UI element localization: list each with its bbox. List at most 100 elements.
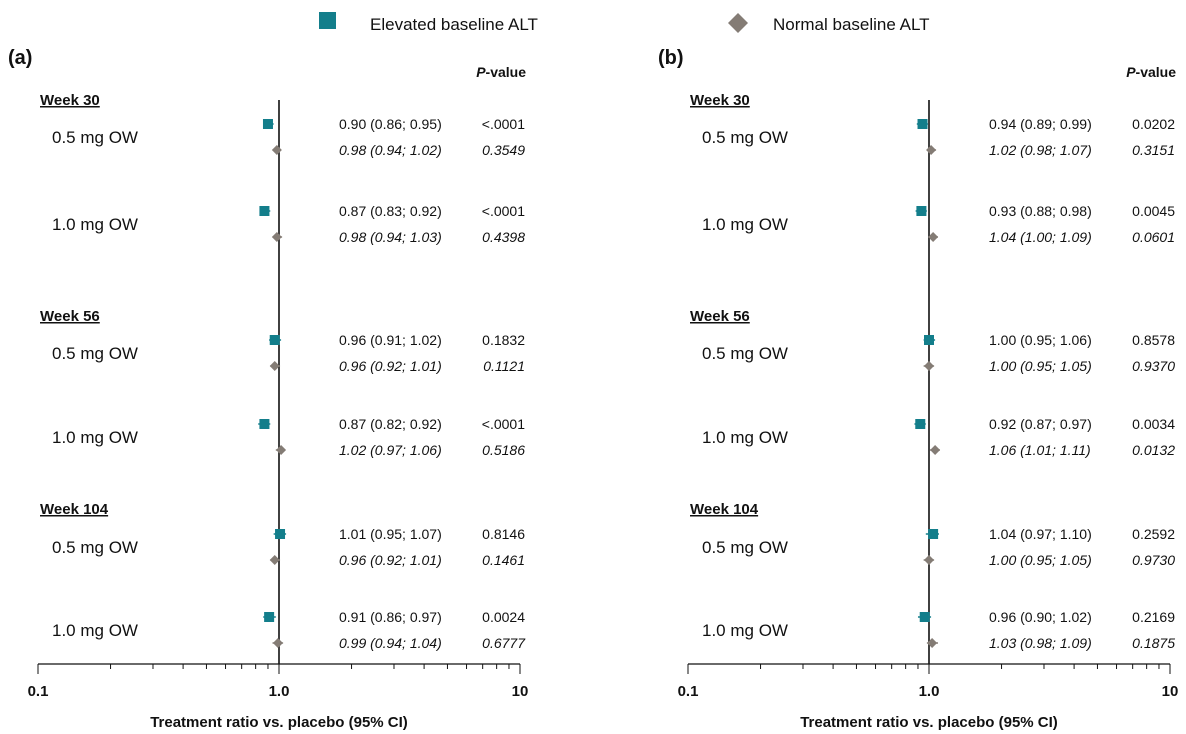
week-heading: Week 104 [690, 501, 759, 518]
ci-text-elevated: 0.87 (0.82; 0.92) [339, 416, 442, 432]
legend-label-elevated: Elevated baseline ALT [370, 15, 538, 34]
marker-elevated [924, 335, 934, 345]
p-value-normal: 0.4398 [482, 229, 525, 245]
dose-label: 0.5 mg OW [702, 538, 788, 557]
dose-label: 0.5 mg OW [702, 344, 788, 363]
p-value-normal: 0.1875 [1132, 635, 1175, 651]
ci-text-elevated: 0.87 (0.83; 0.92) [339, 203, 442, 219]
dose-label: 0.5 mg OW [52, 344, 138, 363]
ci-text-elevated: 1.04 (0.97; 1.10) [989, 526, 1092, 542]
marker-normal [930, 445, 941, 455]
week-heading: Week 30 [40, 92, 100, 109]
marker-elevated [928, 529, 939, 539]
ci-text-elevated: 0.93 (0.88; 0.98) [989, 203, 1092, 219]
x-tick-label: 1.0 [269, 683, 290, 700]
marker-normal [924, 555, 934, 565]
p-value-elevated: 0.0034 [1132, 416, 1175, 432]
p-value-normal: 0.0132 [1132, 442, 1175, 458]
marker-normal [272, 638, 283, 648]
x-tick-label: 10 [1162, 683, 1179, 700]
dose-label: 0.5 mg OW [702, 128, 788, 147]
marker-normal [269, 555, 280, 565]
dose-label: 0.5 mg OW [52, 538, 138, 557]
ci-text-normal: 0.99 (0.94; 1.04) [339, 635, 442, 651]
p-value-normal: 0.3151 [1132, 142, 1175, 158]
x-tick-label: 1.0 [919, 683, 940, 700]
ci-text-normal: 0.96 (0.92; 1.01) [339, 552, 442, 568]
ci-text-elevated: 0.94 (0.89; 0.99) [989, 116, 1092, 132]
dose-label: 1.0 mg OW [702, 621, 788, 640]
p-value-normal: 0.1461 [482, 552, 525, 568]
marker-normal [271, 145, 282, 155]
marker-normal [928, 232, 939, 242]
x-axis-title: Treatment ratio vs. placebo (95% CI) [150, 714, 408, 731]
p-value-normal: 0.6777 [482, 635, 526, 651]
legend-diamond-marker-icon [728, 13, 748, 33]
marker-normal [926, 145, 937, 155]
ci-text-elevated: 1.01 (0.95; 1.07) [339, 526, 442, 542]
x-tick-label: 0.1 [28, 683, 49, 700]
marker-normal [276, 445, 287, 455]
legend-label-normal: Normal baseline ALT [773, 15, 930, 34]
pvalue-header-p: P [1126, 64, 1136, 80]
marker-elevated [917, 119, 928, 129]
pvalue-header-suffix: -value [486, 64, 527, 80]
p-value-normal: 0.3549 [482, 142, 525, 158]
marker-elevated [264, 612, 275, 622]
p-value-elevated: <.0001 [482, 116, 525, 132]
p-value-normal: 0.0601 [1132, 229, 1175, 245]
p-value-elevated: 0.8578 [1132, 332, 1175, 348]
dose-label: 1.0 mg OW [52, 215, 138, 234]
p-value-elevated: 0.8146 [482, 526, 525, 542]
p-value-normal: 0.5186 [482, 442, 525, 458]
ci-text-elevated: 0.91 (0.86; 0.97) [339, 609, 442, 625]
ci-text-elevated: 1.00 (0.95; 1.06) [989, 332, 1092, 348]
marker-elevated [259, 206, 270, 216]
legend: Elevated baseline ALT Normal baseline AL… [319, 12, 930, 34]
week-heading: Week 56 [40, 308, 100, 325]
week-heading: Week 56 [690, 308, 750, 325]
p-value-elevated: <.0001 [482, 203, 525, 219]
p-value-elevated: 0.0202 [1132, 116, 1175, 132]
x-axis-title: Treatment ratio vs. placebo (95% CI) [800, 714, 1058, 731]
ci-text-elevated: 0.96 (0.90; 1.02) [989, 609, 1092, 625]
marker-elevated [915, 419, 926, 429]
dose-label: 1.0 mg OW [702, 428, 788, 447]
marker-elevated [275, 529, 286, 539]
marker-elevated [916, 206, 927, 216]
x-tick-label: 0.1 [678, 683, 699, 700]
ci-text-normal: 0.98 (0.94; 1.02) [339, 142, 442, 158]
week-heading: Week 30 [690, 92, 750, 109]
ci-text-normal: 1.06 (1.01; 1.11) [989, 442, 1091, 458]
ci-text-normal: 1.00 (0.95; 1.05) [989, 552, 1092, 568]
week-heading: Week 104 [40, 501, 109, 518]
ci-text-normal: 1.03 (0.98; 1.09) [989, 635, 1092, 651]
pvalue-header: P-value [1126, 64, 1176, 80]
ci-text-elevated: 0.90 (0.86; 0.95) [339, 116, 442, 132]
ci-text-elevated: 0.92 (0.87; 0.97) [989, 416, 1092, 432]
panel-label: (a) [8, 47, 32, 69]
p-value-normal: 0.1121 [483, 358, 525, 374]
marker-normal [927, 638, 938, 648]
marker-normal [271, 232, 282, 242]
marker-elevated [269, 335, 280, 345]
p-value-elevated: 0.0045 [1132, 203, 1175, 219]
x-tick-label: 10 [512, 683, 529, 700]
ci-text-normal: 0.98 (0.94; 1.03) [339, 229, 442, 245]
dose-label: 0.5 mg OW [52, 128, 138, 147]
panel-label: (b) [658, 47, 684, 69]
p-value-normal: 0.9370 [1132, 358, 1175, 374]
panel-b: (b) P-value 0.1 1.0 10 Treatment ratio vs. pl… [658, 47, 1178, 731]
dose-label: 1.0 mg OW [702, 215, 788, 234]
p-value-normal: 0.9730 [1132, 552, 1175, 568]
pvalue-header-suffix: -value [1136, 64, 1177, 80]
ci-text-normal: 0.96 (0.92; 1.01) [339, 358, 442, 374]
dose-label: 1.0 mg OW [52, 621, 138, 640]
ci-text-normal: 1.02 (0.97; 1.06) [339, 442, 442, 458]
p-value-elevated: <.0001 [482, 416, 525, 432]
marker-elevated [919, 612, 930, 622]
ci-text-normal: 1.02 (0.98; 1.07) [989, 142, 1092, 158]
panel-a: (a) P-value 0.1 1.0 10 Treatment ratio vs. pl… [8, 47, 528, 731]
p-value-elevated: 0.1832 [482, 332, 525, 348]
